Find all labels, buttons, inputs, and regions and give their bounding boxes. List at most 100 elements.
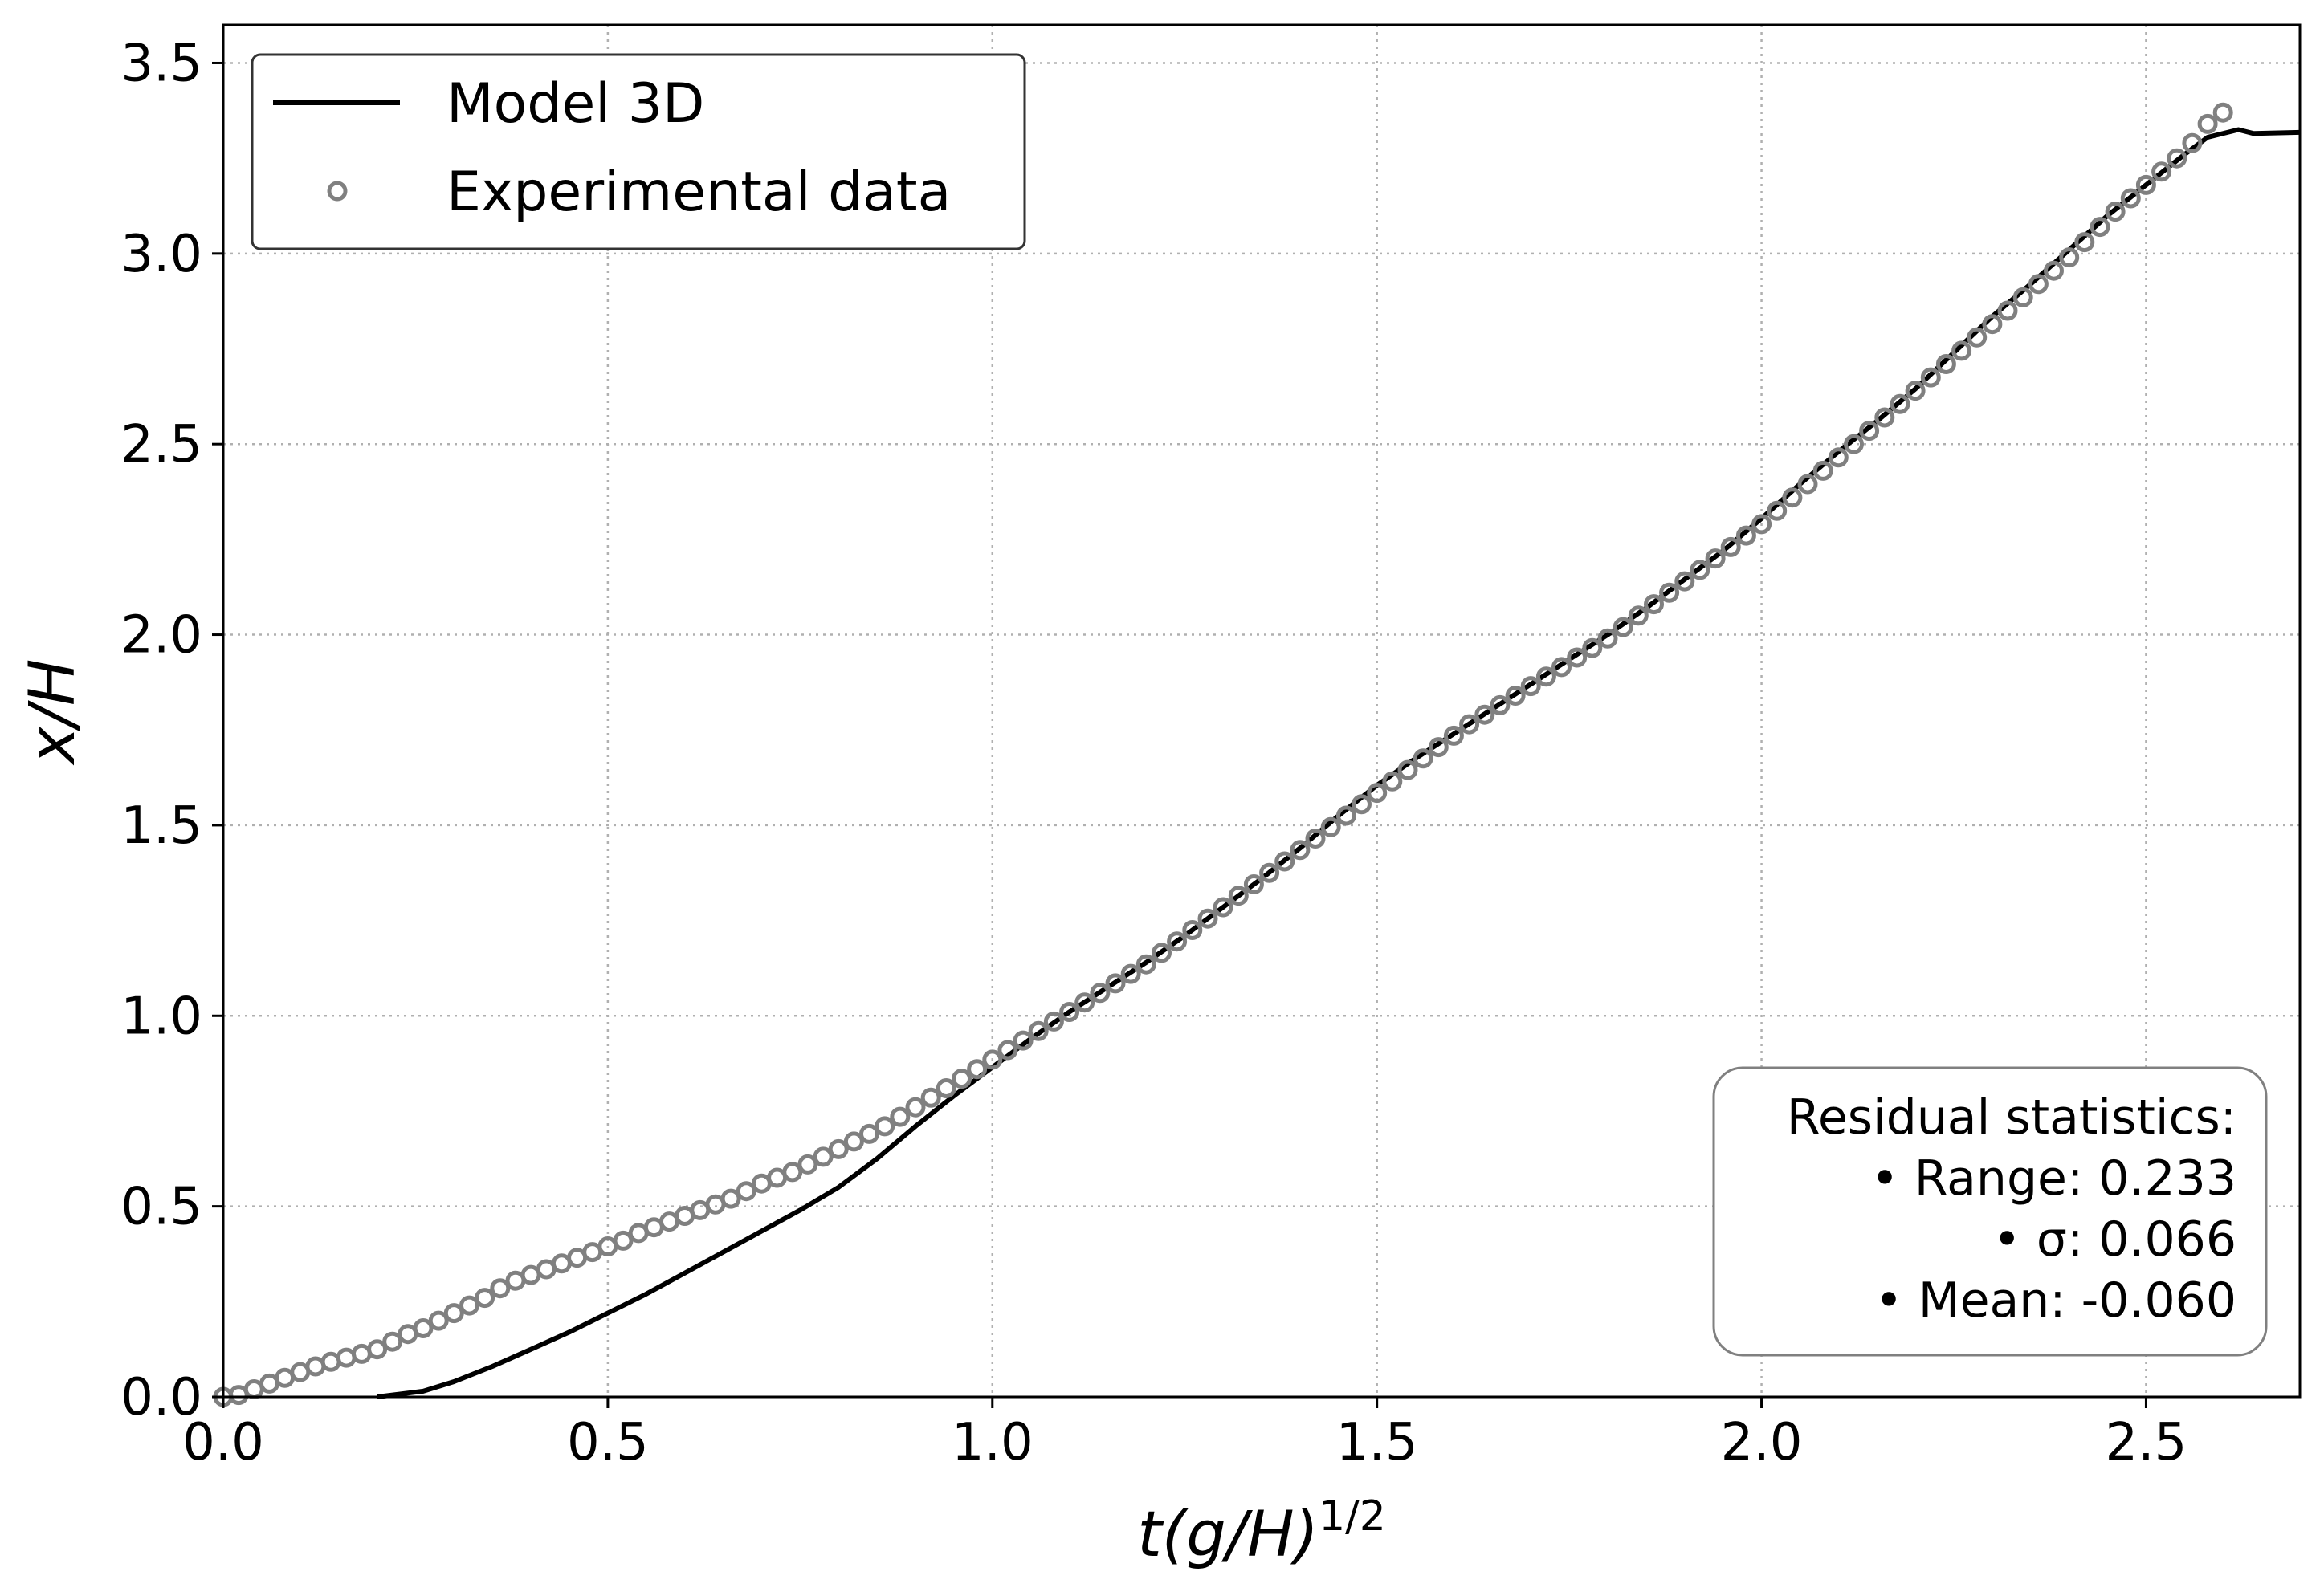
experimental-data-point <box>1320 816 1341 837</box>
experimental-data-point <box>1305 829 1326 849</box>
experimental-data-point <box>2012 287 2033 307</box>
experimental-data-point <box>1135 954 1156 975</box>
experimental-data-point <box>1935 354 1956 374</box>
experimental-data-point <box>1874 407 1895 428</box>
legend-box <box>251 53 1026 250</box>
y-tick-label: 3.0 <box>120 225 202 284</box>
experimental-data-point <box>1367 783 1388 804</box>
stats-mean: • Mean: -0.060 <box>1874 1272 2236 1329</box>
experimental-data-point <box>1413 748 1433 769</box>
experimental-data-point <box>2120 188 2141 209</box>
experimental-data-point <box>1828 447 1849 468</box>
y-tick-label: 0.5 <box>120 1178 202 1237</box>
experimental-data-point <box>382 1331 403 1352</box>
experimental-data-point <box>736 1181 756 1202</box>
x-tick-label: 1.5 <box>1336 1413 1418 1472</box>
experimental-data-point <box>1859 421 1880 442</box>
experimental-data-point <box>813 1146 834 1167</box>
experimental-data-point <box>1090 983 1111 1004</box>
experimental-data-point <box>443 1303 464 1324</box>
experimental-data-point <box>920 1087 941 1108</box>
y-tick-label: 3.5 <box>120 34 202 93</box>
y-tick-label: 2.0 <box>120 606 202 666</box>
experimental-data-point <box>1043 1011 1064 1032</box>
experimental-data-point <box>1028 1020 1049 1041</box>
experimental-data-point <box>2044 260 2064 281</box>
y-tick-label: 1.5 <box>120 796 202 856</box>
experimental-data-point <box>1613 617 1633 637</box>
experimental-data-point <box>1705 548 1726 569</box>
experimental-data-point <box>843 1131 864 1152</box>
experimental-data-point <box>905 1097 926 1118</box>
experimental-data-point <box>1213 897 1233 918</box>
experimental-data-series <box>213 102 2233 1407</box>
experimental-data-point <box>490 1278 511 1299</box>
experimental-data-point <box>413 1318 434 1338</box>
experimental-data-point <box>1812 460 1833 481</box>
experimental-data-point <box>1720 536 1741 557</box>
experimental-data-point <box>1474 704 1495 725</box>
experimental-data-point <box>828 1138 849 1159</box>
experimental-data-point <box>952 1069 972 1089</box>
y-axis-label: x/H <box>17 658 89 766</box>
experimental-data-point <box>1767 500 1788 521</box>
experimental-data-point <box>1582 637 1603 658</box>
y-tick-label: 0.0 <box>120 1368 202 1427</box>
experimental-data-point <box>1274 851 1295 872</box>
stats-range: • Range: 0.233 <box>1870 1150 2236 1207</box>
model-3d-line <box>377 127 2301 1399</box>
experimental-data-point <box>1459 714 1480 735</box>
experimental-data-point <box>797 1154 818 1175</box>
experimental-data-point <box>2059 247 2080 268</box>
stats-title: Residual statistics: <box>1787 1089 2236 1146</box>
experimental-data-point <box>720 1188 741 1209</box>
experimental-data-point <box>936 1078 956 1098</box>
experimental-data-point <box>459 1295 479 1316</box>
x-tick-label: 2.5 <box>2106 1413 2187 1472</box>
legend-label-model-3d: Model 3D <box>446 72 704 136</box>
experimental-data-point <box>1490 694 1511 715</box>
experimental-data-point <box>1397 759 1418 780</box>
legend: Model 3D Experimental data <box>251 53 1026 250</box>
experimental-data-point <box>1890 393 1910 414</box>
experimental-data-point <box>1059 1002 1080 1022</box>
experimental-data-point <box>2028 274 2049 295</box>
experimental-data-point <box>1551 657 1572 678</box>
experimental-data-point <box>1520 676 1541 697</box>
experimental-data-point <box>367 1339 388 1360</box>
experimental-data-point <box>428 1310 449 1331</box>
experimental-data-point <box>2090 217 2110 238</box>
experimental-data-point <box>1505 686 1526 706</box>
x-axis-label-exponent: 1/2 <box>1319 1492 1386 1541</box>
axis-ticks: 0.0 0.5 1.0 1.5 2.0 2.5 0.0 0.5 1.0 1.5 2.0 2.5 3.0 3… <box>120 34 2187 1472</box>
experimental-data-point <box>1751 514 1772 535</box>
residual-stats-box: Residual statistics: • Range: 0.233 • σ:… <box>1712 1066 2268 1357</box>
x-tick-label: 2.0 <box>1721 1413 1803 1472</box>
experimental-data-point <box>1659 582 1680 603</box>
experimental-data-point <box>1674 571 1695 592</box>
stats-sigma: • σ: 0.066 <box>1992 1211 2236 1268</box>
experimental-data-point <box>1797 474 1818 495</box>
experimental-data-point <box>1335 805 1356 826</box>
x-tick-label: 0.0 <box>182 1413 264 1472</box>
experimental-data-point <box>1567 647 1588 668</box>
x-axis-label: t(g/H)1/2 <box>1137 1492 1386 1571</box>
experimental-data-point <box>1443 725 1464 746</box>
experimental-data-point <box>1628 605 1649 626</box>
stats-frame <box>1712 1066 2268 1357</box>
experimental-data-point <box>1997 300 2018 321</box>
experimental-data-point <box>475 1288 495 1309</box>
experimental-data-point <box>2105 202 2126 222</box>
x-tick-label: 1.0 <box>952 1413 1034 1472</box>
experimental-data-point <box>1535 666 1556 687</box>
x-tick-label: 0.5 <box>567 1413 649 1472</box>
experimental-data-point <box>967 1059 988 1080</box>
experimental-data-point <box>1782 487 1803 508</box>
experimental-data-point <box>1243 874 1264 894</box>
experimental-data-point <box>2151 161 2172 182</box>
experimental-data-point <box>1352 794 1372 815</box>
experimental-data-point <box>859 1123 879 1144</box>
legend-label-experimental: Experimental data <box>446 161 951 224</box>
experimental-data-point <box>997 1040 1018 1061</box>
experimental-data-point <box>890 1106 911 1127</box>
